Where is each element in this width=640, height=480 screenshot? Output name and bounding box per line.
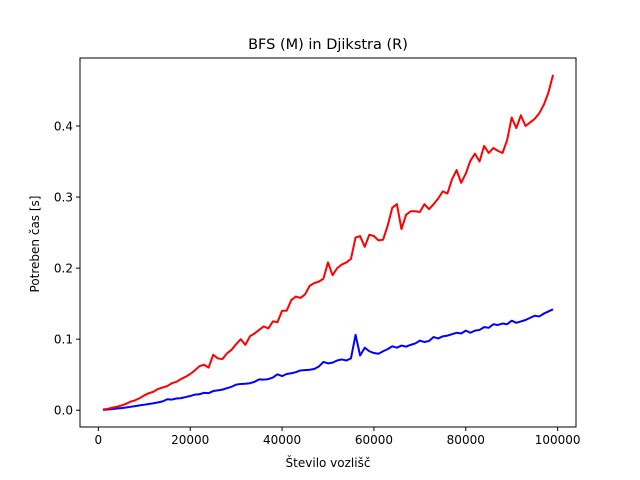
y-tick-label: 0.4	[54, 120, 73, 134]
y-tick-label: 0.2	[54, 262, 73, 276]
x-axis-ticks: 0 20000 40000 60000 80000 100000	[95, 427, 581, 447]
plot-area	[102, 74, 555, 411]
y-axis-label: Potreben čas [s]	[28, 196, 42, 293]
y-tick-label: 0.0	[54, 404, 73, 418]
x-tick-label: 100000	[535, 433, 581, 447]
axes-frame	[79, 57, 577, 428]
chart-title: BFS (M) in Djikstra (R)	[248, 37, 408, 53]
y-tick-label: 0.1	[54, 333, 73, 347]
series-line-1	[102, 74, 555, 411]
x-tick-label: 80000	[447, 433, 485, 447]
series-line-0	[102, 308, 554, 411]
x-tick-label: 0	[95, 433, 103, 447]
y-axis-ticks: 0.0 0.1 0.2 0.3 0.4	[54, 120, 80, 418]
x-tick-label: 40000	[263, 433, 301, 447]
x-tick-label: 60000	[355, 433, 393, 447]
y-tick-label: 0.3	[54, 191, 73, 205]
x-tick-label: 20000	[171, 433, 209, 447]
x-axis-label: Število vozlišč	[286, 455, 371, 470]
